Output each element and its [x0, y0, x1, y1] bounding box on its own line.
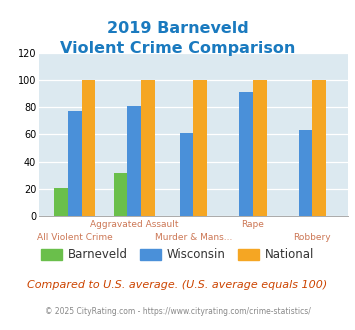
Bar: [299, 130, 312, 216]
Text: Rape: Rape: [241, 220, 264, 229]
Bar: [82, 80, 95, 216]
Bar: [114, 173, 127, 216]
Bar: [193, 80, 207, 216]
Bar: [180, 133, 193, 216]
Legend: Barneveld, Wisconsin, National: Barneveld, Wisconsin, National: [36, 244, 319, 266]
Bar: [239, 92, 253, 216]
Text: 2019 Barneveld: 2019 Barneveld: [106, 21, 248, 36]
Bar: [253, 80, 267, 216]
Text: All Violent Crime: All Violent Crime: [37, 233, 113, 242]
Bar: [68, 111, 82, 216]
Text: Murder & Mans...: Murder & Mans...: [155, 233, 232, 242]
Text: Robbery: Robbery: [294, 233, 331, 242]
Bar: [127, 106, 141, 216]
Text: Violent Crime Comparison: Violent Crime Comparison: [60, 41, 295, 56]
Bar: [141, 80, 154, 216]
Text: Compared to U.S. average. (U.S. average equals 100): Compared to U.S. average. (U.S. average …: [27, 280, 328, 290]
Bar: [312, 80, 326, 216]
Text: © 2025 CityRating.com - https://www.cityrating.com/crime-statistics/: © 2025 CityRating.com - https://www.city…: [45, 307, 310, 316]
Text: Aggravated Assault: Aggravated Assault: [90, 220, 178, 229]
Bar: [54, 187, 68, 216]
